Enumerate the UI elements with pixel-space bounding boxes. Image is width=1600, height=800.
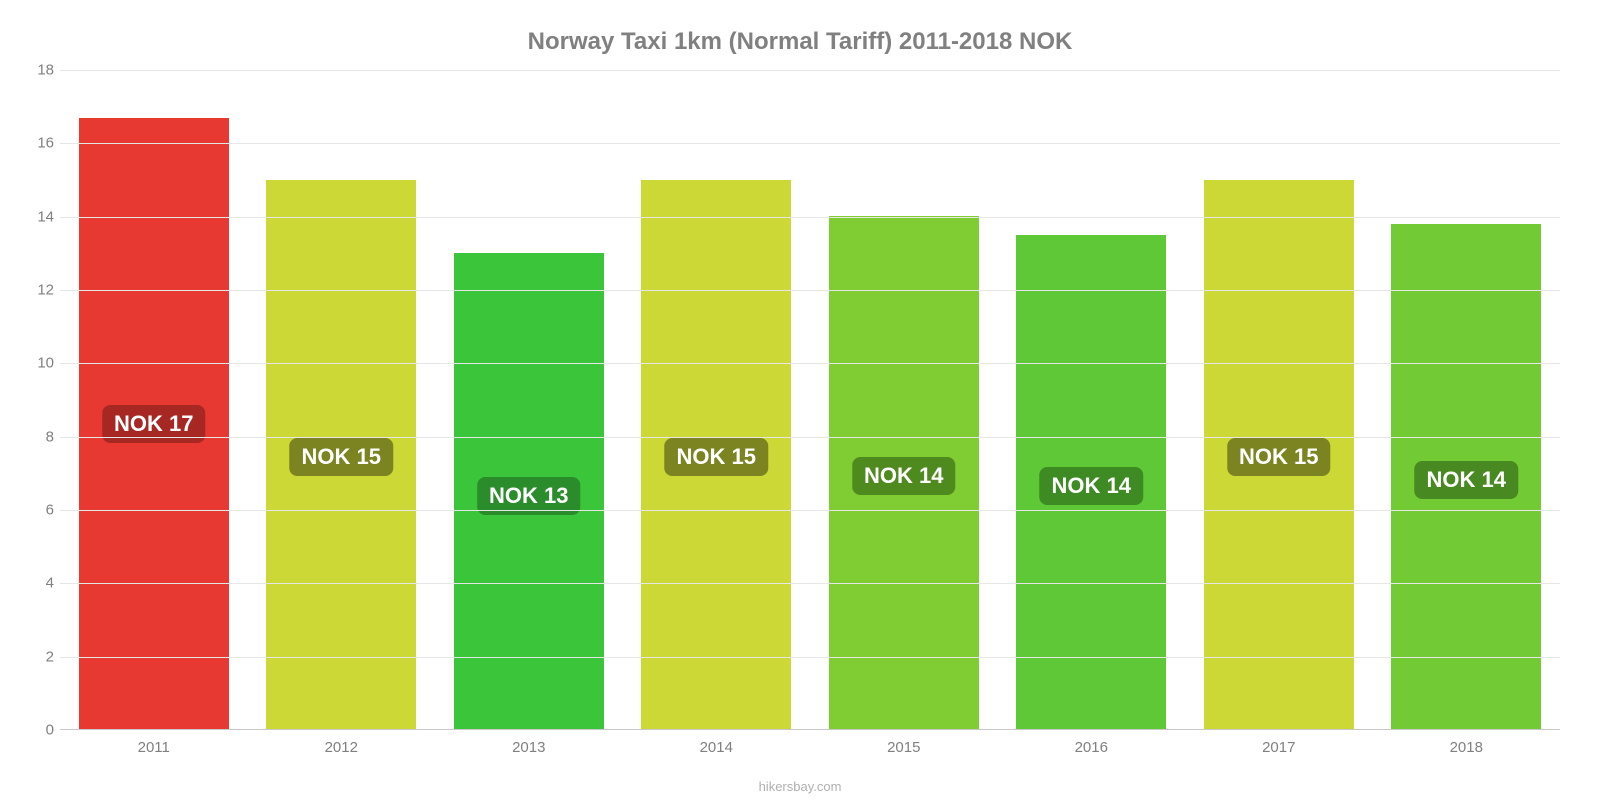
bar: NOK 14	[1016, 235, 1166, 729]
plot-area: NOK 172011NOK 152012NOK 132013NOK 152014…	[60, 70, 1560, 730]
gridline	[60, 290, 1560, 291]
bar: NOK 15	[641, 180, 791, 729]
gridline	[60, 437, 1560, 438]
bar: NOK 15	[1204, 180, 1354, 729]
gridline	[60, 143, 1560, 144]
y-tick-label: 4	[20, 575, 54, 592]
bar-slot: NOK 152017	[1185, 70, 1373, 729]
gridline	[60, 510, 1560, 511]
bar: NOK 15	[266, 180, 416, 729]
bar-slot: NOK 172011	[60, 70, 248, 729]
bars-container: NOK 172011NOK 152012NOK 132013NOK 152014…	[60, 70, 1560, 729]
bar-slot: NOK 152012	[248, 70, 436, 729]
bar: NOK 14	[829, 216, 979, 729]
x-tick-label: 2012	[248, 739, 436, 756]
y-tick-label: 6	[20, 502, 54, 519]
y-tick-label: 18	[20, 62, 54, 79]
x-tick-label: 2014	[623, 739, 811, 756]
bar-slot: NOK 142015	[810, 70, 998, 729]
bar-value-badge: NOK 14	[1415, 461, 1518, 499]
gridline	[60, 657, 1560, 658]
bar: NOK 17	[79, 118, 229, 729]
bar-slot: NOK 152014	[623, 70, 811, 729]
x-tick-label: 2018	[1373, 739, 1561, 756]
y-tick-label: 16	[20, 135, 54, 152]
attribution-text: hikersbay.com	[0, 779, 1600, 794]
chart-title: Norway Taxi 1km (Normal Tariff) 2011-201…	[0, 28, 1600, 56]
bar-value-badge: NOK 15	[1227, 438, 1330, 476]
gridline	[60, 583, 1560, 584]
x-tick-label: 2011	[60, 739, 248, 756]
bar-value-badge: NOK 14	[1040, 467, 1143, 505]
bar-value-badge: NOK 15	[290, 438, 393, 476]
y-tick-label: 10	[20, 355, 54, 372]
y-tick-label: 0	[20, 722, 54, 739]
bar-chart: Norway Taxi 1km (Normal Tariff) 2011-201…	[0, 0, 1600, 800]
y-tick-label: 14	[20, 208, 54, 225]
bar-value-badge: NOK 15	[665, 438, 768, 476]
y-tick-label: 8	[20, 428, 54, 445]
gridline	[60, 70, 1560, 71]
gridline	[60, 363, 1560, 364]
y-tick-label: 12	[20, 282, 54, 299]
bar-slot: NOK 142018	[1373, 70, 1561, 729]
bar-slot: NOK 142016	[998, 70, 1186, 729]
x-tick-label: 2016	[998, 739, 1186, 756]
x-tick-label: 2017	[1185, 739, 1373, 756]
x-tick-label: 2013	[435, 739, 623, 756]
y-tick-label: 2	[20, 648, 54, 665]
bar-value-badge: NOK 14	[852, 457, 955, 495]
bar-slot: NOK 132013	[435, 70, 623, 729]
bar: NOK 14	[1391, 224, 1541, 729]
x-tick-label: 2015	[810, 739, 998, 756]
gridline	[60, 217, 1560, 218]
